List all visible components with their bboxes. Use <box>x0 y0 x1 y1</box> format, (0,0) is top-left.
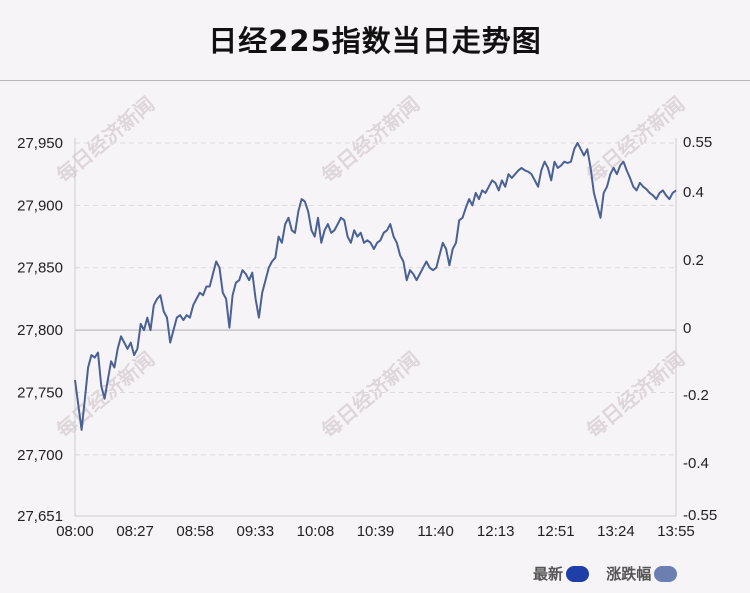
legend-label-change: 涨跌幅 <box>606 565 652 583</box>
x-tick-label: 10:08 <box>297 523 335 540</box>
legend-swatch-change <box>654 565 678 582</box>
axes <box>74 138 677 517</box>
x-tick-label: 12:13 <box>477 523 515 540</box>
legend-label-latest: 最新 <box>533 565 564 583</box>
watermark-5: 每日经济新闻 <box>582 347 689 443</box>
x-tick-label: 08:27 <box>116 523 154 540</box>
chart-title: 日经225指数当日走势图 <box>208 24 542 58</box>
y-tick-label-right: 0.2 <box>683 252 704 269</box>
watermark-2: 每日经济新闻 <box>582 92 689 188</box>
y-tick-label-right: 0.55 <box>683 134 712 151</box>
y-tick-label-right: -0.4 <box>683 455 709 472</box>
x-tick-label: 08:00 <box>56 523 94 540</box>
watermark-0: 每日经济新闻 <box>52 92 159 188</box>
x-tick-label: 12:51 <box>537 523 575 540</box>
y-tick-label-left: 27,700 <box>17 447 63 464</box>
watermark-1: 每日经济新闻 <box>317 92 424 188</box>
y-tick-label-right: -0.55 <box>683 507 717 524</box>
y-tick-label-left: 27,750 <box>17 384 63 401</box>
y-tick-label-left: 27,900 <box>17 197 63 214</box>
legend-item-latest[interactable]: 最新 <box>533 563 590 584</box>
y-tick-label-left: 27,651 <box>17 508 63 525</box>
legend-swatch-latest <box>566 565 590 582</box>
y-tick-label-left: 27,800 <box>17 322 63 339</box>
x-tick-label: 10:39 <box>357 523 395 540</box>
x-tick-label: 13:55 <box>657 523 695 540</box>
watermark-4: 每日经济新闻 <box>317 347 424 443</box>
y-tick-label-left: 27,850 <box>17 260 63 277</box>
y-tick-label-right: 0.4 <box>683 184 704 201</box>
x-tick-label: 09:33 <box>237 523 275 540</box>
title-divider <box>0 80 750 81</box>
y-tick-label-right: 0 <box>683 320 691 337</box>
legend: 最新 涨跌幅 <box>533 563 689 584</box>
x-tick-label: 13:24 <box>597 523 635 540</box>
x-tick-label: 11:40 <box>417 523 453 540</box>
series-group <box>74 142 677 431</box>
y-tick-label-left: 27,950 <box>17 135 63 152</box>
y-tick-label-right: -0.2 <box>683 387 709 404</box>
grid-lines <box>75 142 676 456</box>
series-line-0 <box>74 142 677 431</box>
tick-labels: 27,950 27,900 27,850 27,800 27,750 27,700 27,6… <box>17 134 717 540</box>
x-tick-label: 08:58 <box>176 523 214 540</box>
legend-item-change[interactable]: 涨跌幅 <box>606 563 678 584</box>
